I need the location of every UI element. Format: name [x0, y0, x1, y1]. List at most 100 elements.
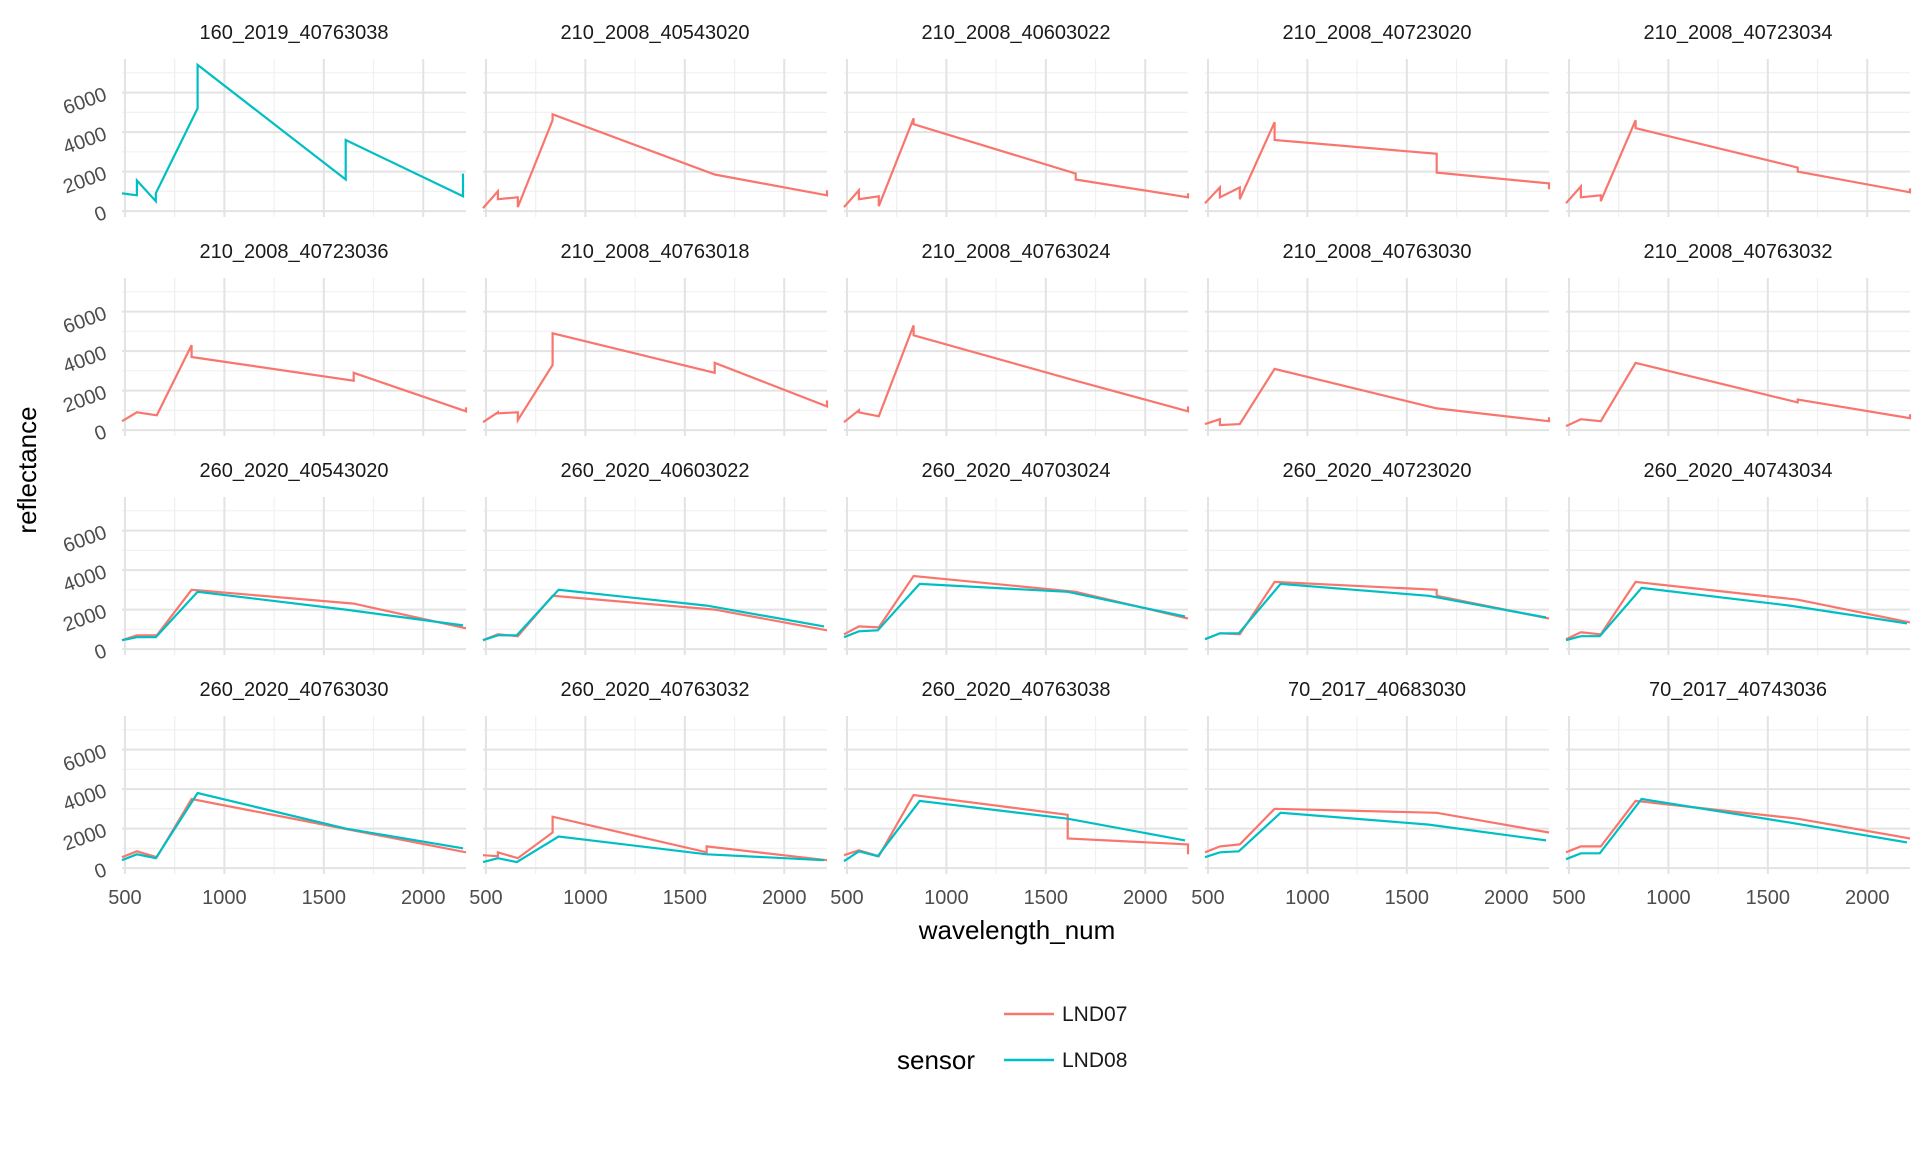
x-tick-label: 1500	[1024, 887, 1069, 909]
facet-panel: 210_2008_40543020	[482, 22, 829, 217]
facet-panel: 260_2020_40703024	[843, 460, 1189, 655]
panel-title: 210_2008_40763032	[1643, 241, 1832, 263]
facet-panel: 210_2008_40763024	[843, 241, 1190, 436]
y-tick-label: 0	[92, 859, 110, 883]
series-line-lnd07	[1565, 361, 1912, 428]
y-tick-label: 0	[92, 640, 110, 664]
legend-label-lnd07: LND07	[1062, 1003, 1127, 1026]
panels-layer: 160_2019_407630380200040006000210_2008_4…	[60, 22, 1912, 909]
panel-title: 260_2020_40763032	[560, 679, 749, 701]
panel-title: 260_2020_40703024	[921, 460, 1110, 482]
legend-item-lnd08: LND08	[1004, 1049, 1127, 1072]
y-tick-label: 6000	[60, 741, 109, 777]
series-line-lnd08	[1204, 811, 1547, 859]
x-tick-label: 1500	[302, 887, 347, 909]
facet-panel: 210_2008_40603022	[843, 22, 1190, 217]
series-line-lnd07	[482, 112, 829, 209]
series-line-lnd07	[121, 344, 468, 423]
panel-title: 210_2008_40723036	[199, 241, 388, 263]
panel-title: 260_2020_40763030	[199, 679, 388, 701]
panel-title: 160_2019_40763038	[199, 22, 388, 44]
panel-title: 210_2008_40763018	[560, 241, 749, 263]
x-tick-label: 1000	[1285, 887, 1330, 909]
series-line-lnd07	[482, 331, 829, 425]
series-line-lnd08	[1565, 797, 1908, 861]
series-line-lnd07	[1565, 119, 1912, 204]
panel-title: 210_2008_40723020	[1282, 22, 1471, 44]
series-line-lnd08	[1565, 586, 1908, 642]
series-line-lnd07	[1565, 580, 1911, 641]
facet-panel: 260_2020_40743034	[1565, 460, 1911, 655]
series-line-lnd07	[843, 793, 1190, 858]
x-tick-label: 2000	[1484, 887, 1529, 909]
legend-item-lnd07: LND07	[1004, 1003, 1127, 1026]
facet-panel: 210_2008_40723020	[1204, 22, 1551, 217]
series-line-lnd07	[1204, 121, 1551, 204]
facet-panel: 260_2020_40763038 500 1000 1500 2000	[830, 679, 1190, 909]
series-line-lnd07	[843, 574, 1189, 636]
x-tick-label: 2000	[401, 887, 446, 909]
x-tick-label: 500	[830, 887, 863, 909]
panel-title: 210_2008_40603022	[921, 22, 1110, 44]
panel-title: 210_2008_40763024	[921, 241, 1110, 263]
series-line-lnd07	[843, 325, 1190, 424]
x-tick-label: 2000	[1123, 887, 1168, 909]
legend-label-lnd08: LND08	[1062, 1049, 1127, 1072]
panel-title: 260_2020_40543020	[199, 460, 388, 482]
panel-title: 260_2020_40603022	[560, 460, 749, 482]
series-line-lnd08	[482, 835, 825, 864]
legend-title: sensor	[897, 1045, 975, 1075]
facet-panel: 210_2008_40723034	[1565, 22, 1912, 217]
panel-title: 210_2008_40723034	[1643, 22, 1832, 44]
series-line-lnd08	[482, 588, 825, 642]
y-tick-label: 6000	[60, 84, 109, 120]
series-line-lnd08	[121, 791, 464, 862]
y-tick-label: 2000	[60, 601, 109, 637]
series-line-lnd07	[1565, 799, 1911, 854]
y-tick-label: 4000	[60, 561, 109, 597]
facet-panel: 260_2020_40763032 500 1000 1500 2000	[469, 679, 828, 909]
x-tick-label: 1500	[663, 887, 708, 909]
legend: sensor LND07 LND08	[897, 1003, 1127, 1075]
y-tick-label: 2000	[60, 163, 109, 199]
facet-panel: 70_2017_40683030 500 1000 1500 2000	[1191, 679, 1550, 909]
facet-panel: 260_2020_40723020	[1204, 460, 1550, 655]
series-line-lnd07	[482, 815, 828, 862]
x-tick-label: 500	[469, 887, 502, 909]
series-line-lnd08	[843, 799, 1186, 863]
x-tick-label: 2000	[1845, 887, 1890, 909]
facet-panel: 70_2017_40743036 500 1000 1500 2000	[1552, 679, 1911, 909]
y-tick-label: 4000	[60, 123, 109, 159]
series-line-lnd07	[1204, 367, 1551, 427]
x-tick-label: 500	[1191, 887, 1224, 909]
series-line-lnd08	[1204, 582, 1547, 641]
x-tick-label: 1000	[202, 887, 247, 909]
x-tick-label: 500	[1552, 887, 1585, 909]
panel-title: 70_2017_40683030	[1288, 679, 1466, 701]
x-tick-label: 1000	[924, 887, 969, 909]
panel-title: 260_2020_40763038	[921, 679, 1110, 701]
panel-title: 210_2008_40543020	[560, 22, 749, 44]
panel-title: 260_2020_40743034	[1643, 460, 1832, 482]
y-tick-label: 6000	[60, 522, 109, 558]
y-tick-label: 0	[92, 421, 110, 445]
y-tick-label: 4000	[60, 780, 109, 816]
y-tick-label: 2000	[60, 382, 109, 418]
series-line-lnd08	[843, 582, 1186, 639]
facet-panel: 260_2020_40603022	[482, 460, 828, 655]
facet-panel: 210_2008_40763018	[482, 241, 829, 436]
y-axis-title: reflectance	[12, 406, 42, 533]
panel-title: 210_2008_40763030	[1282, 241, 1471, 263]
x-tick-label: 2000	[762, 887, 807, 909]
x-tick-label: 500	[108, 887, 141, 909]
x-axis-title: wavelength_num	[918, 915, 1116, 945]
y-tick-label: 0	[92, 202, 110, 226]
series-line-lnd08	[121, 590, 464, 642]
x-tick-label: 1500	[1746, 887, 1791, 909]
series-line-lnd07	[121, 588, 467, 642]
series-line-lnd07	[843, 117, 1190, 208]
series-line-lnd08	[121, 62, 465, 205]
